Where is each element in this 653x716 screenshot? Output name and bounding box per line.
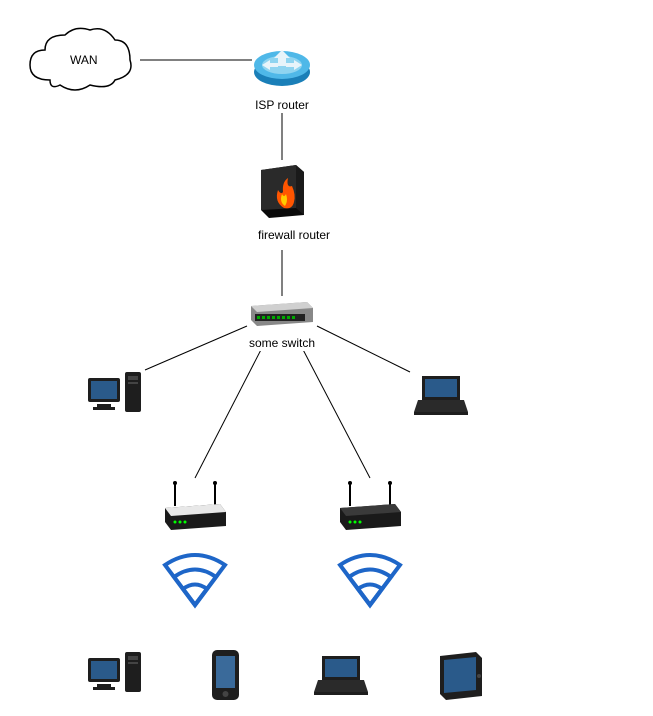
node-wifi-signal-2 — [335, 550, 405, 615]
node-switch: some switch — [247, 296, 317, 352]
node-pc-2 — [85, 650, 145, 705]
node-wifi-router-2 — [335, 478, 405, 538]
node-wifi-router-1 — [160, 478, 230, 538]
node-phone — [208, 648, 243, 708]
wan-label: WAN — [68, 52, 100, 68]
node-wifi-signal-1 — [160, 550, 230, 615]
node-tablet — [432, 648, 487, 708]
node-laptop-1 — [410, 372, 470, 422]
node-isp-router: ISP router — [252, 40, 312, 114]
switch-label: some switch — [247, 335, 317, 351]
network-diagram: WAN ISP router firewall router — [0, 0, 653, 716]
isp-router-label: ISP router — [253, 97, 311, 113]
node-firewall: firewall router — [256, 160, 308, 244]
node-wan: WAN — [20, 20, 140, 105]
node-pc-1 — [85, 370, 145, 425]
node-laptop-2 — [310, 652, 370, 702]
firewall-label: firewall router — [256, 227, 332, 243]
edge-layer — [0, 0, 653, 716]
